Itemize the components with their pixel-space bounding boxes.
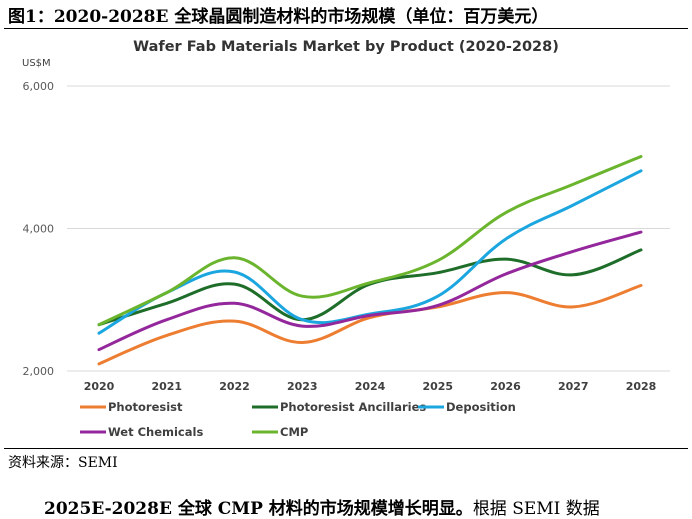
x-tick-label: 2021 [151,380,182,393]
body-text-partial: 2025E-2028E 全球 CMP 材料的市场规模增长明显。根据 SEMI 数… [44,494,600,519]
series-line-photoresist [97,284,643,366]
x-tick-label: 2020 [84,380,115,393]
legend: Photoresist Photoresist Ancillaries Deposi… [80,400,516,439]
y-tick-label: 4,000 [23,223,55,236]
legend-label-deposition: Deposition [446,400,516,414]
legend-label-photoresist-ancillaries: Photoresist Ancillaries [280,400,426,414]
source-note: 资料来源：SEMI [8,455,118,471]
bottom-rule [4,448,688,449]
y-tick-label: 2,000 [23,365,55,378]
x-tick-label: 2026 [490,380,521,393]
y-unit-label: US$M [22,58,51,69]
x-axis-ticks: 2020 2021 2022 2023 2024 2025 2026 2027 2028 [84,380,657,393]
body-text-bold: 2025E-2028E 全球 CMP 材料的市场规模增长明显。 [44,499,473,519]
x-tick-label: 2028 [626,380,657,393]
y-tick-label: 6,000 [23,80,55,93]
series-lines [97,155,643,366]
figure-title: 图1：2020-2028E 全球晶圆制造材料的市场规模（单位：百万美元） [8,7,549,27]
gridlines [67,85,670,372]
y-axis-ticks: 2,000 4,000 6,000 [23,80,55,378]
x-tick-label: 2025 [422,380,453,393]
legend-label-cmp: CMP [280,425,308,439]
body-text-normal: 根据 SEMI 数据 [472,499,600,519]
line-chart: Wafer Fab Materials Market by Product (2… [22,39,670,439]
x-tick-label: 2022 [219,380,250,393]
x-tick-label: 2027 [558,380,589,393]
x-tick-label: 2023 [287,380,318,393]
top-rule [4,28,688,29]
chart-title: Wafer Fab Materials Market by Product (2… [133,39,559,55]
legend-label-photoresist: Photoresist [108,400,183,414]
series-line-deposition [97,169,643,335]
x-tick-label: 2024 [355,380,386,393]
legend-label-wet-chemicals: Wet Chemicals [108,425,203,439]
series-line-wet-chemicals [97,230,643,352]
series-line-cmp [97,155,643,327]
